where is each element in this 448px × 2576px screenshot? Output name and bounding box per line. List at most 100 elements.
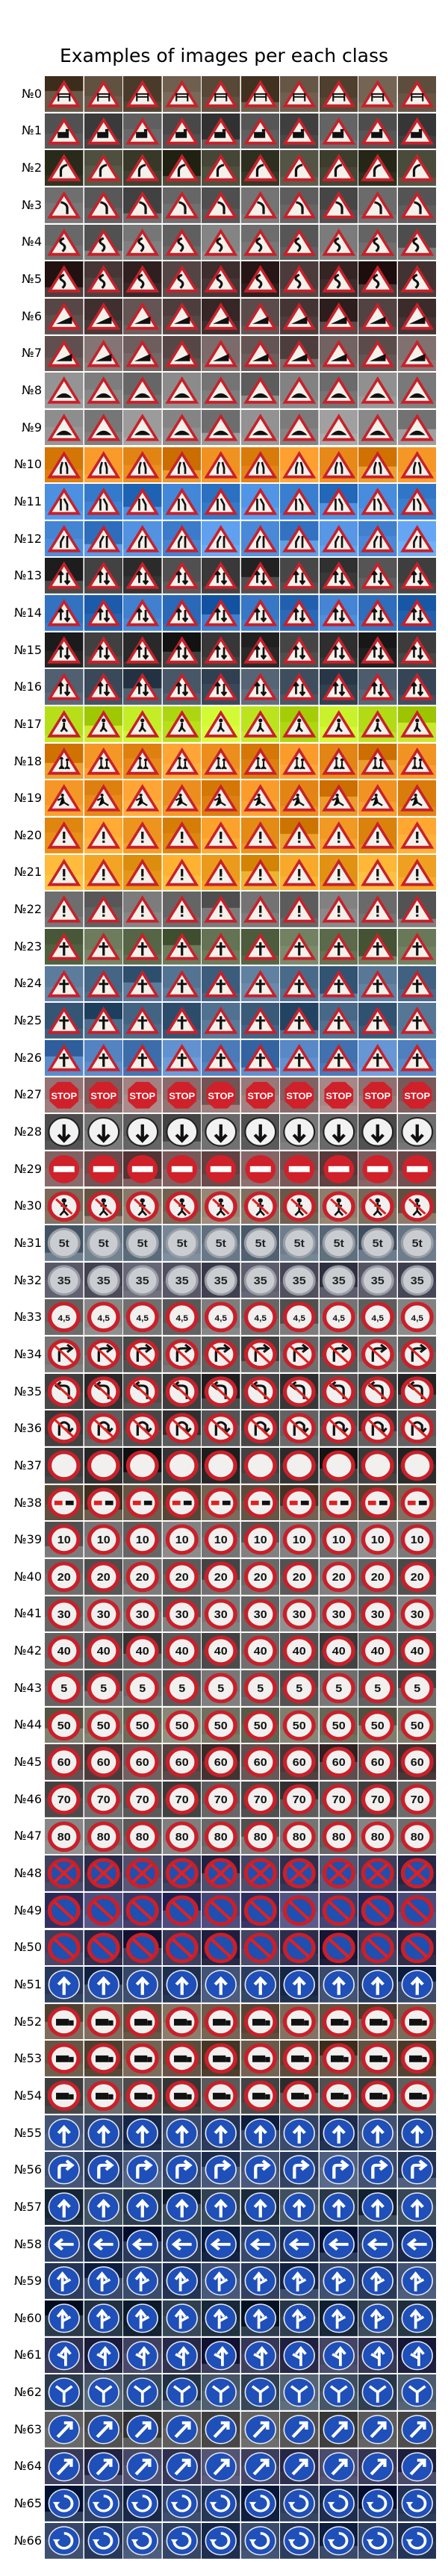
sign-thumbnail <box>358 1114 397 1150</box>
sign-thumbnail <box>397 780 436 816</box>
example-image <box>84 780 122 816</box>
sign-thumbnail <box>45 1410 84 1447</box>
sign-thumbnail <box>202 595 240 631</box>
sign-thumbnail <box>397 854 436 891</box>
sign-thumbnail <box>84 1892 122 1929</box>
sign-thumbnail <box>202 2300 240 2336</box>
sign-thumbnail <box>162 1967 201 2003</box>
sign-thumbnail <box>202 965 240 1002</box>
sign-thumbnail <box>202 854 240 891</box>
sign-thumbnail <box>358 669 397 706</box>
example-image <box>358 1484 397 1521</box>
example-image <box>240 76 279 112</box>
example-image <box>45 1003 84 1039</box>
example-image <box>162 2041 201 2077</box>
sign-thumbnail: 30 <box>123 1596 162 1632</box>
example-image <box>319 669 358 706</box>
sign-thumbnail <box>240 2374 279 2410</box>
example-image <box>240 1114 279 1150</box>
sign-thumbnail <box>240 558 279 594</box>
sign-thumbnail <box>123 1929 162 1966</box>
example-image <box>202 520 240 557</box>
sign-thumbnail: 50 <box>123 1707 162 1743</box>
example-image: 30 <box>397 1596 436 1632</box>
example-image <box>358 2337 397 2374</box>
example-image <box>240 1448 279 1484</box>
example-image <box>162 2522 201 2559</box>
example-image <box>319 1967 358 2003</box>
svg-text:50: 50 <box>332 1720 345 1732</box>
example-image: 50 <box>45 1707 84 1743</box>
sign-thumbnail <box>123 1448 162 1484</box>
sign-thumbnail <box>202 224 240 261</box>
svg-text:20: 20 <box>253 1571 267 1583</box>
sign-thumbnail <box>240 743 279 780</box>
example-image <box>280 520 319 557</box>
example-image <box>84 2263 122 2299</box>
example-image <box>397 854 436 891</box>
example-image <box>84 1039 122 1076</box>
class-label: №50 <box>14 1940 42 1955</box>
sign-thumbnail <box>397 113 436 149</box>
example-image <box>319 1855 358 1891</box>
svg-text:60: 60 <box>253 1757 267 1769</box>
sign-thumbnail: 20 <box>45 1559 84 1595</box>
sign-thumbnail <box>84 2263 122 2299</box>
example-image <box>358 447 397 483</box>
example-image <box>397 484 436 520</box>
sign-thumbnail <box>162 2300 201 2336</box>
example-image <box>162 1003 201 1039</box>
sign-thumbnail <box>123 965 162 1002</box>
example-image <box>202 335 240 372</box>
sign-thumbnail: STOP <box>202 1077 240 1113</box>
sign-thumbnail <box>45 780 84 816</box>
example-image <box>123 818 162 853</box>
sign-thumbnail <box>45 335 84 372</box>
example-image: 35 <box>162 1262 201 1298</box>
example-image <box>280 2003 319 2040</box>
example-image <box>162 2411 201 2448</box>
sign-thumbnail <box>45 928 84 965</box>
example-image <box>397 2374 436 2410</box>
example-image: 60 <box>319 1744 358 1780</box>
sign-thumbnail <box>45 150 84 186</box>
sign-thumbnail <box>84 373 122 408</box>
svg-text:10: 10 <box>253 1534 267 1546</box>
example-image <box>319 1484 358 1521</box>
example-image: 20 <box>162 1559 201 1595</box>
sign-thumbnail: 35 <box>240 1262 279 1298</box>
sign-thumbnail <box>319 2078 358 2114</box>
example-image <box>84 298 122 335</box>
svg-text:70: 70 <box>175 1793 188 1805</box>
sign-thumbnail <box>358 2226 397 2262</box>
example-image: 5 <box>202 1670 240 1706</box>
example-image: 30 <box>202 1596 240 1632</box>
sign-thumbnail <box>397 150 436 186</box>
example-image <box>202 150 240 186</box>
example-image <box>162 2115 201 2151</box>
sign-thumbnail <box>319 1892 358 1929</box>
svg-text:80: 80 <box>371 1831 385 1843</box>
sign-thumbnail: STOP <box>358 1077 397 1113</box>
example-image <box>397 113 436 149</box>
example-image <box>123 2041 162 2077</box>
example-image <box>397 1929 436 1966</box>
sign-thumbnail: 80 <box>202 1818 240 1855</box>
sign-thumbnail <box>280 335 319 372</box>
sign-thumbnail <box>397 743 436 780</box>
sign-thumbnail <box>280 520 319 557</box>
example-image <box>319 2041 358 2077</box>
example-image <box>240 1410 279 1447</box>
sign-thumbnail <box>240 335 279 372</box>
example-image <box>123 2486 162 2521</box>
sign-thumbnail <box>358 2486 397 2521</box>
sign-thumbnail <box>280 1151 319 1187</box>
sign-thumbnail <box>240 1410 279 1447</box>
sign-thumbnail <box>280 2411 319 2448</box>
example-image: 5 <box>397 1670 436 1706</box>
example-image <box>45 298 84 335</box>
sign-thumbnail <box>123 558 162 594</box>
example-image <box>280 2226 319 2262</box>
sign-thumbnail: 10 <box>123 1522 162 1558</box>
example-image <box>397 818 436 853</box>
